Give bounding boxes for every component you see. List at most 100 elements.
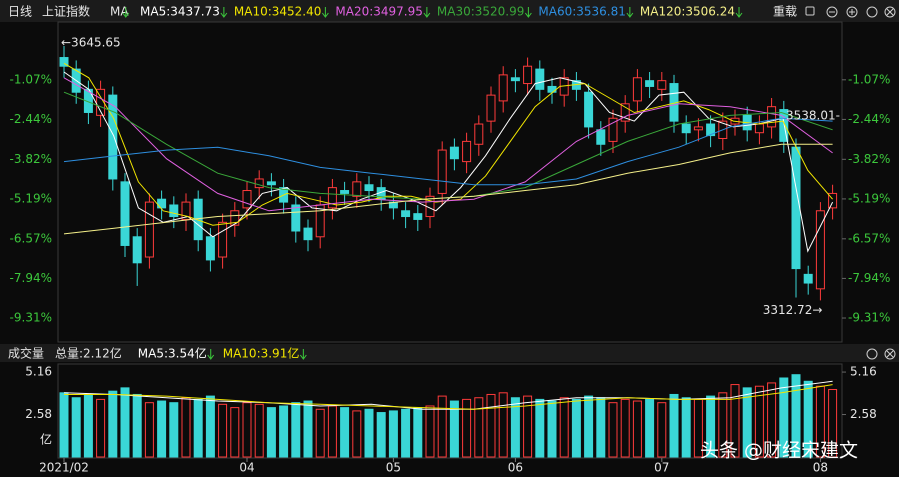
volume-bar bbox=[291, 402, 301, 458]
ma-line bbox=[63, 143, 833, 235]
candle-body bbox=[181, 201, 191, 220]
candle-body bbox=[645, 80, 655, 87]
candle-body bbox=[706, 123, 716, 137]
down-arrow bbox=[524, 7, 532, 18]
symbol[interactable]: 上证指数 bbox=[42, 4, 90, 19]
candle-body bbox=[547, 85, 557, 93]
y-tick-label: -6.57% bbox=[10, 231, 52, 245]
volume-bar bbox=[193, 398, 203, 458]
plus-icon[interactable] bbox=[846, 6, 858, 18]
candle-body bbox=[632, 77, 642, 102]
candle-body bbox=[132, 236, 142, 264]
y-tick-label: -3.82% bbox=[10, 152, 52, 166]
volume-bar bbox=[254, 403, 264, 458]
volume-bar bbox=[462, 398, 472, 458]
volume-bar bbox=[144, 402, 154, 458]
settings-icon[interactable] bbox=[866, 6, 878, 18]
y-tick-label: -2.44% bbox=[10, 112, 52, 126]
candle-body bbox=[828, 192, 838, 209]
volume-bar bbox=[108, 390, 118, 458]
candle-body bbox=[242, 190, 252, 209]
y-tick-label: -9.31% bbox=[10, 311, 52, 325]
volume-bar bbox=[718, 392, 728, 458]
candle-body bbox=[59, 57, 69, 67]
y-tick-label: -5.19% bbox=[10, 191, 52, 205]
candle-body bbox=[767, 106, 777, 128]
ma-line bbox=[63, 71, 834, 253]
volume-bar bbox=[584, 395, 594, 458]
down-arrow bbox=[207, 349, 215, 360]
candle-body bbox=[462, 140, 472, 163]
volume-bar bbox=[828, 389, 838, 458]
volume-bar bbox=[218, 403, 228, 458]
volume-bar bbox=[791, 374, 801, 458]
legend-entry: MA10:3.91亿 bbox=[223, 346, 300, 361]
down-arrow bbox=[626, 7, 634, 18]
minus-icon[interactable] bbox=[826, 6, 838, 18]
x-tick-label: 07 bbox=[654, 461, 669, 475]
x-tick-label: 06 bbox=[508, 461, 523, 475]
legend-entry: MA60:3536.81 bbox=[538, 5, 626, 19]
volume-bar bbox=[742, 387, 752, 458]
volume-title: 成交量 bbox=[8, 346, 44, 361]
settings-icon[interactable] bbox=[866, 348, 878, 360]
volume-bar bbox=[632, 400, 642, 458]
lock-icon[interactable] bbox=[805, 6, 815, 16]
volume-bar bbox=[620, 398, 630, 458]
candle-body bbox=[266, 181, 276, 186]
volume-bar bbox=[388, 410, 398, 458]
candle-body bbox=[620, 103, 630, 122]
volume-frame bbox=[57, 363, 843, 459]
volume-bar bbox=[803, 380, 813, 458]
volume-bar bbox=[376, 412, 386, 458]
volume-bar bbox=[559, 397, 569, 458]
candle-body bbox=[352, 181, 362, 197]
close-icon[interactable] bbox=[884, 348, 896, 360]
ma-line bbox=[63, 380, 833, 410]
volume-bar bbox=[340, 407, 350, 458]
close-icon[interactable] bbox=[884, 6, 896, 18]
y-tick-label: -5.19% bbox=[848, 191, 890, 205]
volume-bar bbox=[266, 407, 276, 458]
y-unit: 亿 bbox=[40, 432, 52, 447]
legend-entry: MA5:3437.73 bbox=[140, 5, 220, 19]
watermark: 头条 @财经宋建文 bbox=[700, 440, 858, 462]
main-frame bbox=[57, 21, 843, 343]
candle-body bbox=[144, 201, 154, 258]
candle-body bbox=[291, 204, 301, 232]
volume-bar bbox=[449, 400, 459, 458]
down-arrow bbox=[735, 7, 743, 18]
candle-body bbox=[157, 198, 167, 209]
volume-bar bbox=[596, 397, 606, 458]
annotation: ←3645.65 bbox=[61, 35, 121, 49]
candle-body bbox=[779, 109, 789, 142]
volume-bar bbox=[230, 407, 240, 458]
volume-bar bbox=[315, 408, 325, 458]
y-tick-label: 2.58 bbox=[850, 407, 877, 421]
x-tick-label: 04 bbox=[239, 461, 254, 475]
legend-entry: MA5:3.54亿 bbox=[138, 346, 207, 361]
legend-entry: MA120:3506.24 bbox=[640, 5, 735, 19]
candle-body bbox=[584, 91, 594, 128]
volume-bar bbox=[120, 387, 130, 458]
candle-body bbox=[608, 117, 618, 142]
candle-body bbox=[413, 213, 423, 220]
candle-body bbox=[120, 181, 130, 246]
volume-bar bbox=[669, 393, 679, 458]
period[interactable]: 日线 bbox=[8, 5, 32, 19]
volume-bar bbox=[83, 393, 93, 458]
candle-body bbox=[510, 77, 520, 82]
ma-line bbox=[63, 77, 833, 212]
y-tick-label: 2.58 bbox=[25, 407, 52, 421]
volume-bar bbox=[59, 392, 69, 458]
candle-body bbox=[230, 210, 240, 226]
candle-body bbox=[303, 227, 313, 241]
candle-body bbox=[681, 123, 691, 134]
y-tick-label: -7.94% bbox=[10, 271, 52, 285]
y-tick-label: -7.94% bbox=[848, 271, 890, 285]
candle-body bbox=[96, 88, 106, 116]
volume-bar bbox=[352, 410, 362, 458]
candle-body bbox=[486, 94, 496, 122]
y-tick-label: -9.31% bbox=[848, 311, 890, 325]
reload-button[interactable]: 重载 bbox=[773, 5, 797, 19]
